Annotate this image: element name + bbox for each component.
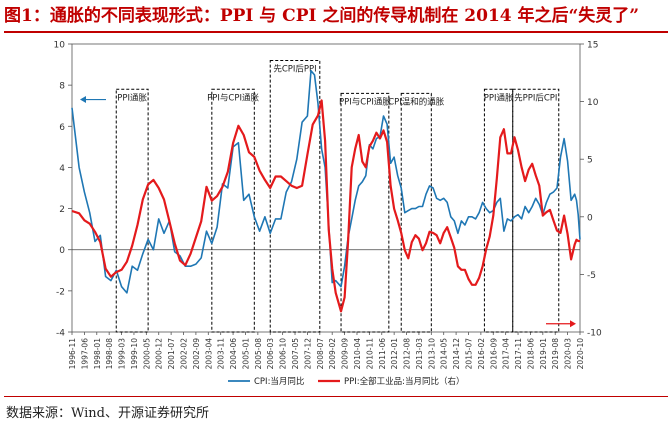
x-tick-label: 2006-10 [279, 338, 288, 370]
x-tick-label: 2002-09 [192, 338, 201, 370]
x-tick-label: 1998-01 [93, 338, 102, 370]
annotation-box [400, 92, 432, 333]
y-left-tick-label: 6 [59, 123, 65, 133]
x-tick-label: 1999-10 [130, 338, 139, 370]
x-tick-label: 2002-02 [180, 338, 189, 370]
x-tick-label: 2005-01 [241, 338, 250, 370]
y-left-tick-label: 8 [59, 82, 65, 92]
y-left-tick-label: 10 [54, 41, 66, 51]
x-tick-label: 1999-03 [118, 338, 127, 370]
x-tick-label: 2000-12 [155, 338, 164, 370]
x-tick-label: 2020-10 [576, 338, 585, 370]
annotation-label: 先CPI后PPI [273, 63, 316, 74]
annotation-box [512, 88, 560, 333]
ppi-line [71, 99, 580, 313]
annotation-box [340, 92, 390, 333]
x-tick-label: 2009-09 [341, 338, 350, 370]
source-divider [4, 396, 668, 397]
plot-frame [71, 43, 581, 333]
y-right-tick-label: 5 [587, 156, 593, 166]
annotation-label: PPI通胀 [117, 92, 147, 103]
x-tick-label: 2003-11 [217, 338, 226, 370]
source-note: 数据来源：Wind、开源证券研究所 [6, 406, 209, 421]
x-tick-label: 2020-03 [564, 338, 573, 370]
ppi-axis-arrow-head [570, 320, 576, 328]
x-tick-label: 2001-07 [167, 338, 176, 370]
annotation-label: PPI与CPI通胀 [207, 92, 259, 103]
x-tick-label: 2014-12 [452, 338, 461, 370]
x-tick-label: 2015-07 [464, 338, 473, 370]
series-lines [71, 69, 581, 328]
x-tick-label: 1996-11 [68, 338, 77, 370]
annotation-label: PPI通胀 [484, 92, 514, 103]
annotation-box [269, 59, 321, 333]
x-tick-label: 2013-03 [415, 338, 424, 370]
x-tick-label: 2004-06 [229, 338, 238, 370]
x-tick-label: 2000-05 [142, 338, 151, 370]
x-tick-label: 2007-05 [291, 338, 300, 370]
y-left-tick-label: 0 [59, 246, 65, 256]
x-tick-label: 2013-10 [427, 338, 436, 370]
x-tick-label: 2014-05 [440, 338, 449, 370]
annotation-label: 先PPI后CPI [514, 92, 557, 103]
inflation-chart: -4 -2 0 2 4 6 8 10 -10 -5 0 5 10 15 1996-11 1997-06 1998… [54, 41, 602, 388]
x-tick-label: 2007-12 [303, 338, 312, 370]
x-tick-label: 1997-06 [80, 338, 89, 370]
annotation-box [483, 88, 514, 333]
x-tick-label: 2017-04 [502, 338, 511, 370]
page-title: 图1：通胀的不同表现形式：PPI 与 CPI 之间的传导机制在 2014 年之后… [4, 6, 640, 26]
y-left-tick-label: 2 [59, 205, 65, 215]
x-tick-label: 2011-06 [378, 338, 387, 370]
x-tick-label: 2019-08 [551, 338, 560, 370]
y-left-tick-label: -2 [56, 287, 65, 297]
cpi-axis-arrow-head [80, 96, 86, 104]
y-right-tick-label: -10 [587, 329, 602, 339]
x-tick-label: 2006-03 [266, 338, 275, 370]
axes: -4 -2 0 2 4 6 8 10 -10 -5 0 5 10 15 1996-11 1997-06 1998… [54, 41, 602, 370]
y-right-tick-label: -5 [587, 271, 596, 281]
annotation-label: PPI与CPI通胀 [339, 96, 391, 107]
legend-label: PPI:全部工业品:当月同比（右） [344, 376, 465, 387]
x-tick-label: 2008-07 [316, 338, 325, 370]
x-tick-label: 2003-04 [204, 338, 213, 370]
x-tick-label: 2010-04 [353, 338, 362, 370]
y-right-tick-label: 10 [587, 98, 599, 108]
x-tick-label: 2016-02 [477, 338, 486, 370]
annotation-box [211, 88, 255, 333]
y-left-tick-label: -4 [56, 329, 65, 339]
legend: CPI:当月同比 PPI:全部工业品:当月同比（右） [228, 376, 465, 387]
x-tick-label: 2010-11 [365, 338, 374, 370]
x-tick-label: 2009-02 [328, 338, 337, 370]
title-divider [4, 31, 668, 33]
x-tick-label: 2016-09 [489, 338, 498, 370]
y-left-tick-label: 4 [59, 164, 65, 174]
y-right-tick-label: 15 [587, 41, 598, 51]
annotation-box [115, 88, 149, 333]
x-tick-label: 2019-01 [539, 338, 548, 370]
x-tick-label: 2018-06 [526, 338, 535, 370]
x-tick-label: 2017-11 [514, 338, 523, 370]
x-tick-label: 1998-08 [105, 338, 114, 370]
legend-label: CPI:当月同比 [254, 376, 304, 387]
x-tick-label: 2012-01 [390, 338, 399, 370]
annotation-label: CPI温和的通胀 [388, 96, 445, 107]
y-right-tick-label: 0 [587, 213, 593, 223]
x-tick-label: 2005-08 [254, 338, 263, 370]
x-tick-label: 2012-08 [403, 338, 412, 370]
